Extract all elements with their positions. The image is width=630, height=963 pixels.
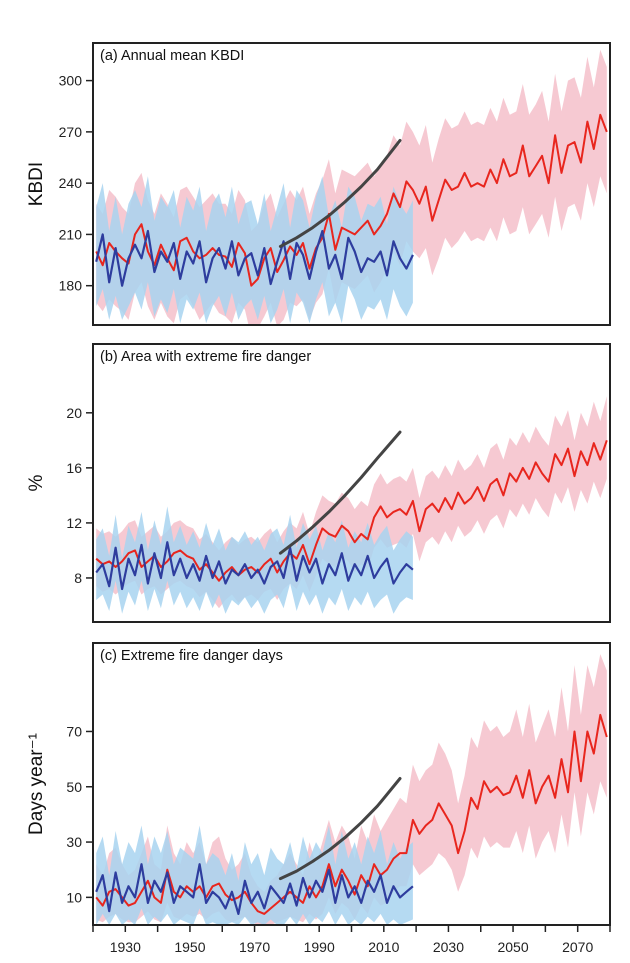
x-tick-label: 1950 <box>174 939 205 955</box>
trend-curve <box>278 430 402 555</box>
trend-curve <box>278 138 402 248</box>
model-mean-line <box>95 439 608 582</box>
y-tick-label: 8 <box>74 570 82 586</box>
observed-line <box>95 541 414 591</box>
x-tick-label: 1930 <box>110 939 141 955</box>
y-tick-label: 12 <box>66 515 82 531</box>
y-tick-label: 16 <box>66 460 82 476</box>
model-uncertainty-band <box>96 654 607 925</box>
y-tick-label: 20 <box>66 405 82 421</box>
y-axis-ticks: 10 30 50 70 <box>66 723 93 905</box>
x-axis: 1930 1950 1970 1990 2010 2030 2050 2070 <box>92 925 611 955</box>
y-tick-label: 300 <box>59 73 83 89</box>
y-tick-label: 210 <box>59 226 83 242</box>
y-tick-label: 50 <box>66 779 82 795</box>
y-axis-label: KBDI <box>26 162 47 206</box>
panel-title: (c) Extreme fire danger days <box>100 648 283 664</box>
panel-frame <box>92 42 611 326</box>
panel-c-extreme-days: 10 30 50 70 (c) Extreme fire danger days Da… <box>26 642 611 926</box>
series-lines <box>95 430 608 591</box>
uncertainty-bands <box>96 49 607 325</box>
panel-frame <box>92 343 611 623</box>
model-mean-line <box>95 113 608 287</box>
y-tick-label: 180 <box>59 278 83 294</box>
y-tick-label: 30 <box>66 834 82 850</box>
panel-a-kbdi: 180 210 240 270 300 (a) Annual mean KBDI KBD… <box>26 42 611 326</box>
observed-line <box>95 863 414 916</box>
y-axis-label: % <box>26 474 47 491</box>
x-tick-label: 2030 <box>433 939 464 955</box>
y-axis-ticks: 180 210 240 270 300 <box>59 73 93 294</box>
y-axis-label: Days year⁻¹ <box>26 733 47 835</box>
series-lines <box>95 713 608 916</box>
x-tick-label: 1990 <box>304 939 335 955</box>
y-axis-label-text: Days year⁻¹ <box>26 733 47 835</box>
uncertainty-bands <box>96 396 607 614</box>
x-tick-label: 2050 <box>497 939 528 955</box>
panel-title: (b) Area with extreme fire danger <box>100 349 311 365</box>
observed-uncertainty-band <box>96 506 413 614</box>
panel-title-text: (c) Extreme fire danger days <box>100 648 283 664</box>
x-tick-label: 2010 <box>368 939 399 955</box>
y-tick-label: 10 <box>66 889 82 905</box>
uncertainty-bands <box>96 654 607 925</box>
x-tick-label: 2070 <box>562 939 593 955</box>
y-tick-label: 70 <box>66 723 82 739</box>
panel-b-area-extreme: 8 12 16 20 (b) Area with extreme fire dange… <box>26 343 611 623</box>
x-tick-label: 1970 <box>239 939 270 955</box>
observed-line <box>95 229 414 287</box>
series-lines <box>95 113 608 287</box>
panel-title: (a) Annual mean KBDI <box>100 48 244 64</box>
model-mean-line <box>95 713 608 915</box>
trend-curve <box>278 777 402 881</box>
y-axis-ticks: 8 12 16 20 <box>66 405 93 586</box>
y-tick-label: 240 <box>59 175 83 191</box>
y-tick-label: 270 <box>59 124 83 140</box>
